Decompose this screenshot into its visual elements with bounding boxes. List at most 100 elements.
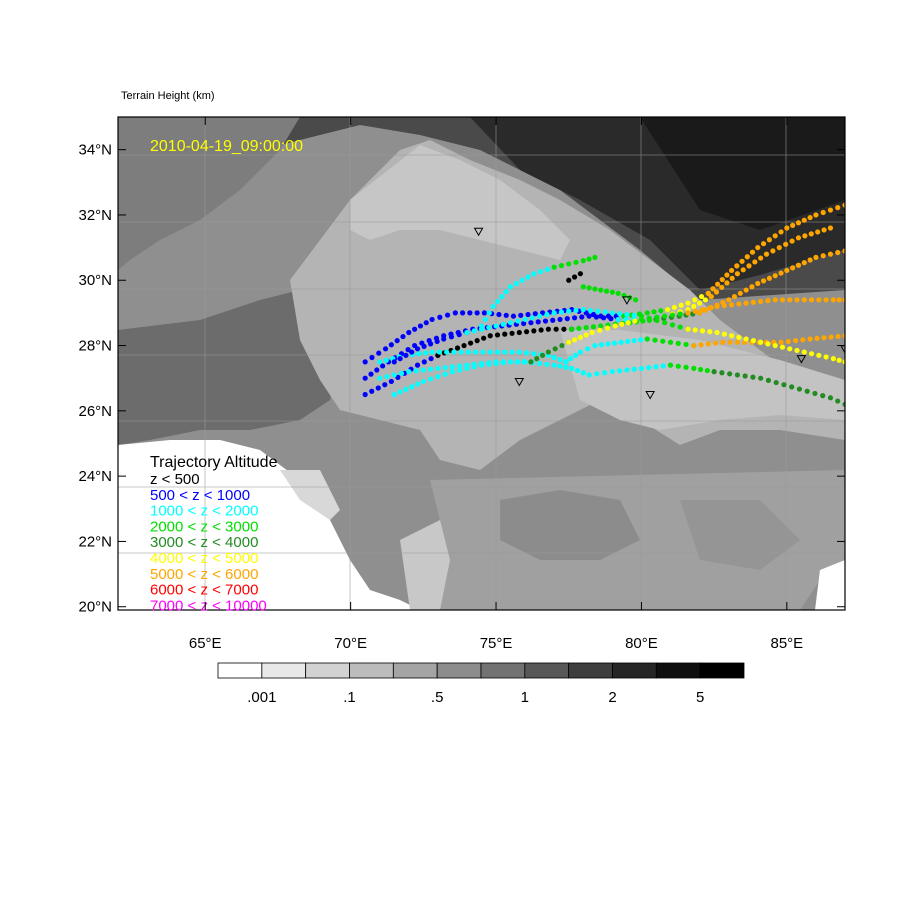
trajectory-point [583,324,589,331]
trajectory-point [830,356,836,362]
trajectory-point [821,335,827,341]
trajectory-point [808,297,815,303]
trajectory-point [795,262,802,268]
trajectory-point [804,388,810,394]
trajectory-point [516,329,522,336]
trajectory-point [603,288,610,294]
trajectory-point [734,271,741,277]
trajectory-point [597,327,603,333]
trajectory-point [739,258,745,264]
trajectory-point [451,349,457,355]
trajectory-point [561,326,567,332]
trajectory-point [842,202,845,208]
colorbar-box [480,662,526,679]
trajectory-point [566,277,572,283]
trajectory-point [550,317,556,323]
trajectory-point [669,312,676,318]
trajectory-point [538,268,544,275]
trajectory-point [770,248,776,254]
trajectory-point [652,337,658,343]
trajectory-point [749,284,755,290]
map-title: Terrain Height (km) [121,90,215,102]
trajectory-point [802,233,808,239]
trajectory-point [638,365,645,371]
trajectory-point [586,285,592,291]
trajectory-point [678,302,684,308]
trajectory-point [557,357,563,363]
trajectory-point [685,300,691,306]
trajectory-point [471,364,477,370]
trajectory-point [487,349,493,355]
trajectory-point [502,349,508,355]
trajectory-point [503,289,509,295]
trajectory-point [727,339,733,345]
trajectory-point [719,370,725,376]
trajectory-point [461,342,467,349]
trajectory-point [827,207,834,213]
colorbar-box [524,662,570,679]
colorbar-box [568,662,613,679]
trajectory-point [377,359,383,365]
trajectory-point [758,298,764,305]
trajectory-point [436,349,442,355]
trajectory-point [544,361,550,367]
trajectory-point [571,274,578,280]
trajectory-point [699,307,706,313]
trajectory [377,359,845,407]
trajectory-point [535,319,541,325]
trajectory-point [465,349,472,355]
trajectory-point [765,341,771,347]
trajectory-point [537,360,543,367]
trajectory-point [594,371,600,377]
trajectory-point [405,347,411,353]
terrain-colorbar: .001 .1 .5 1 2 5 [217,662,745,706]
latitude-axis: 20°N 22°N 24°N 26°N 28°N 30°N 32°N 34°N [78,142,845,616]
trajectory-point [766,275,772,281]
trajectory-point [734,339,741,345]
trajectory-point [544,311,550,318]
trajectory-point [755,244,761,251]
map-panel [118,117,845,610]
trajectory-point [602,370,608,376]
trajectory-point [615,316,621,323]
trajectory-point [423,320,429,326]
trajectory-point [836,297,842,303]
trajectory-point [587,307,594,314]
trajectory-point [750,338,756,344]
trajectory-point [765,377,772,383]
trajectory-point [510,313,517,319]
trajectory-point [522,316,528,323]
trajectory-point [692,327,698,333]
trajectory-point [758,339,764,345]
trajectory-point [675,340,681,346]
trajectory-point [721,302,727,309]
trajectory-point [580,370,586,376]
trajectory-point [746,263,752,269]
trajectory-point [590,324,597,330]
trajectory-point [702,297,709,303]
trajectory-point [783,241,789,247]
trajectory-point [457,363,463,369]
trajectory-point [420,378,426,385]
trajectory-point [586,372,592,378]
legend-entry: 500 < z < 1000 [150,487,250,504]
colorbar-label: .001 [247,689,276,706]
trajectory-point [542,318,549,324]
trajectory-point [743,336,749,342]
trajectory-point [835,398,841,404]
trajectory-point [785,338,791,345]
legend-entry: 6000 < z < 7000 [150,582,258,599]
trajectory-point [569,365,575,371]
trajectory-point [704,367,710,374]
trajectory-point [685,326,691,332]
trajectory-point [789,238,795,244]
trajectory-point [736,334,742,340]
trajectory-point [564,316,570,322]
trajectory-point [816,352,822,358]
trajectory-point [790,265,796,271]
trajectory-point [478,362,485,368]
trajectory-point [779,344,786,350]
trajectory-point [644,336,650,342]
trajectory-point [442,371,448,377]
trajectory-point [801,349,807,355]
